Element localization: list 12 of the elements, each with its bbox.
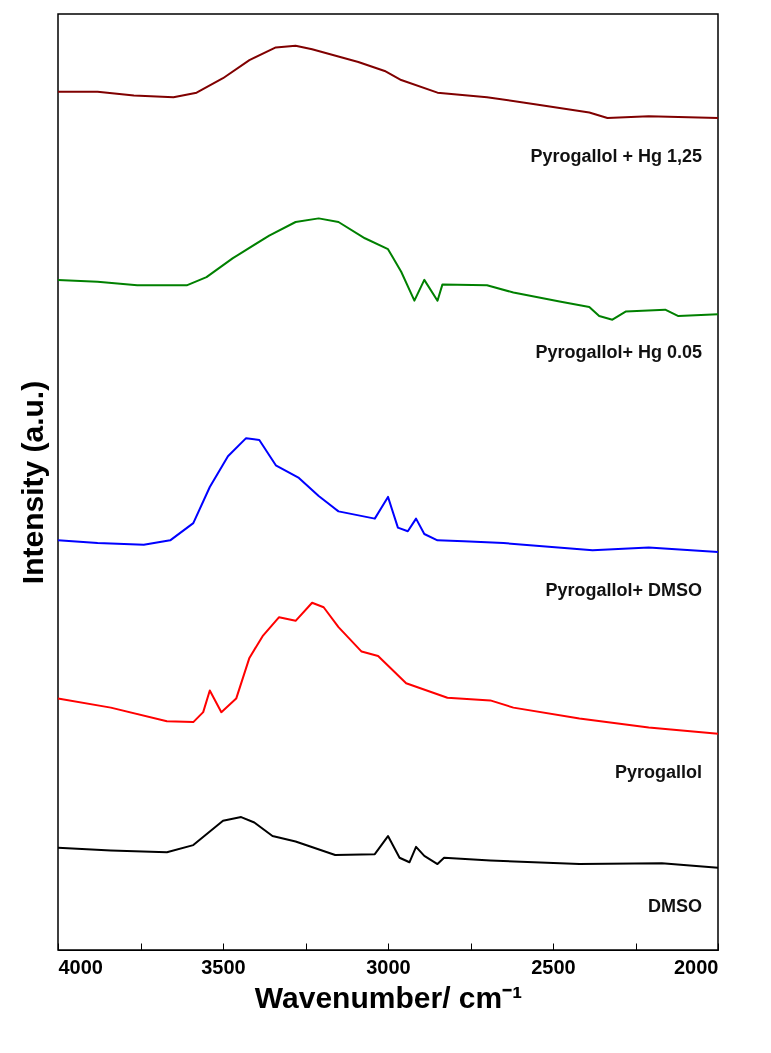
x-tick-label: 2500 bbox=[531, 955, 576, 978]
x-tick-label: 3500 bbox=[201, 955, 246, 978]
x-tick-label: 3000 bbox=[366, 955, 411, 978]
series-label: DMSO bbox=[648, 895, 702, 916]
y-axis-title: Intensity (a.u.) bbox=[15, 380, 49, 585]
x-axis-title: Wavenumber/ cm⁻¹ bbox=[254, 980, 523, 1014]
series-label: Pyrogallol+ DMSO bbox=[545, 580, 702, 601]
series-label: Pyrogallol bbox=[614, 761, 702, 782]
x-tick-label: 2000 bbox=[674, 955, 719, 978]
series-label: Pyrogallol+ Hg 0.05 bbox=[535, 342, 702, 363]
x-tick-label: 4000 bbox=[58, 955, 103, 978]
series-label: Pyrogallol + Hg 1,25 bbox=[530, 146, 702, 166]
